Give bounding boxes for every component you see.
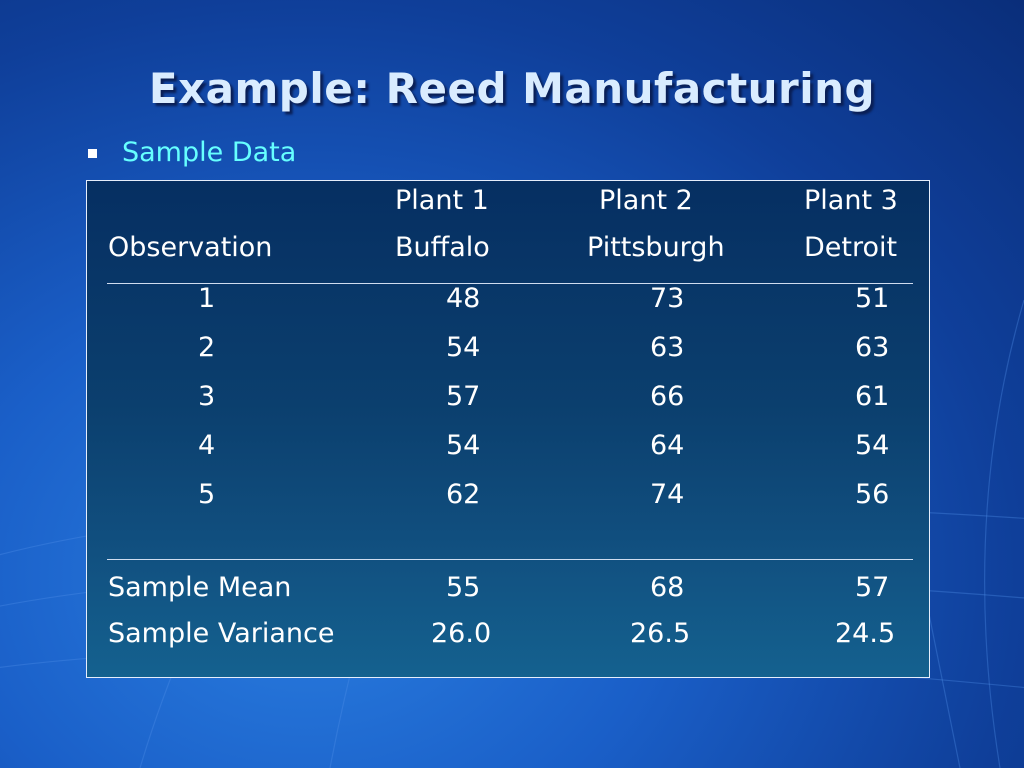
header-plant-2: Plant 2: [599, 185, 693, 216]
row-3-plant-2: 66: [650, 381, 685, 412]
row-5-plant-3: 56: [855, 479, 890, 510]
bullet-square-icon: [88, 148, 97, 158]
header-observation: Observation: [108, 232, 273, 263]
data-table: Plant 1 Plant 2 Plant 3 Observation Buff…: [86, 180, 930, 678]
row-5-observation: 5: [198, 479, 216, 510]
row-4-observation: 4: [198, 430, 216, 461]
header-detroit: Detroit: [804, 232, 898, 263]
header-plant-1: Plant 1: [395, 185, 489, 216]
row-1-plant-2: 73: [650, 283, 685, 314]
row-2-plant-2: 63: [650, 332, 685, 363]
row-3-plant-1: 57: [446, 381, 481, 412]
header-plant-3: Plant 3: [804, 185, 898, 216]
header-buffalo: Buffalo: [395, 232, 490, 263]
row-4-plant-3: 54: [855, 430, 890, 461]
header-divider: [107, 283, 913, 284]
row-4-plant-1: 54: [446, 430, 481, 461]
row-5-plant-2: 74: [650, 479, 685, 510]
row-1-plant-1: 48: [446, 283, 481, 314]
sample-mean-plant-1: 55: [446, 572, 481, 603]
row-2-observation: 2: [198, 332, 216, 363]
slide-title: Example: Reed Manufacturing: [148, 64, 876, 113]
sample-variance-label: Sample Variance: [108, 618, 335, 649]
sample-variance-plant-3: 24.5: [835, 618, 896, 649]
row-3-observation: 3: [198, 381, 216, 412]
row-1-observation: 1: [198, 283, 216, 314]
row-5-plant-1: 62: [446, 479, 481, 510]
sample-mean-plant-3: 57: [855, 572, 890, 603]
row-1-plant-3: 51: [855, 283, 890, 314]
row-2-plant-1: 54: [446, 332, 481, 363]
row-4-plant-2: 64: [650, 430, 685, 461]
sample-variance-plant-1: 26.0: [431, 618, 492, 649]
summary-divider: [107, 559, 913, 560]
sample-variance-plant-2: 26.5: [630, 618, 691, 649]
bullet-text: Sample Data: [122, 136, 297, 168]
header-pittsburgh: Pittsburgh: [587, 232, 725, 263]
sample-mean-label: Sample Mean: [108, 572, 292, 603]
row-2-plant-3: 63: [855, 332, 890, 363]
bullet-item: Sample Data: [88, 134, 296, 170]
row-3-plant-3: 61: [855, 381, 890, 412]
sample-mean-plant-2: 68: [650, 572, 685, 603]
